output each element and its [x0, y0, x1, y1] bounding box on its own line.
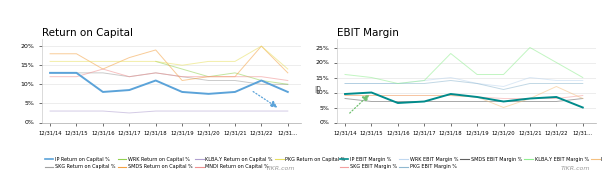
Legend: IP EBIT Margin %, SKG EBIT Margin %, WRK EBIT Margin %, PKG EBIT Margin %, SMDS : IP EBIT Margin %, SKG EBIT Margin %, WRK…: [340, 157, 602, 169]
Legend: IP Return on Capital %, SKG Return on Capital %, WRK Return on Capital %, SMDS R: IP Return on Capital %, SKG Return on Ca…: [45, 157, 346, 169]
Text: TiKR.com: TiKR.com: [560, 166, 590, 172]
Text: EBIT Margin: EBIT Margin: [337, 28, 399, 38]
Text: IP: IP: [314, 86, 321, 95]
Text: TiKR.com: TiKR.com: [265, 166, 295, 172]
Text: Return on Capital: Return on Capital: [42, 28, 133, 38]
